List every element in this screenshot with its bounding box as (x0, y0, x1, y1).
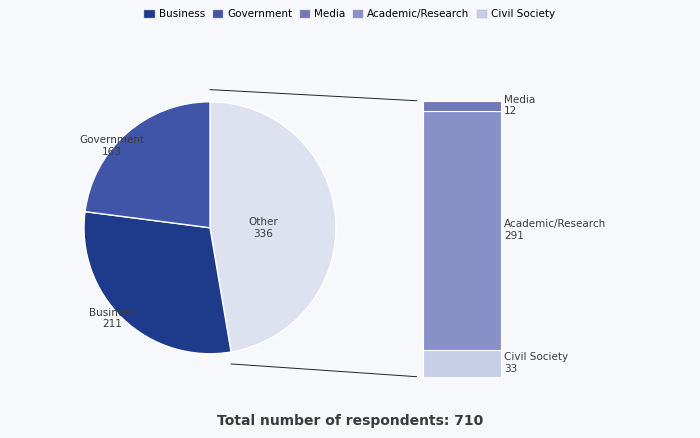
Bar (424, 111, 500, 350)
Text: Government
163: Government 163 (79, 135, 144, 157)
Wedge shape (84, 212, 231, 354)
Text: Civil Society
33: Civil Society 33 (504, 352, 568, 374)
Wedge shape (85, 102, 210, 228)
Text: Other
336: Other 336 (248, 217, 278, 239)
Text: Total number of respondents: 710: Total number of respondents: 710 (217, 414, 483, 428)
Text: Academic/Research
291: Academic/Research 291 (504, 219, 606, 241)
Bar (424, 101, 500, 111)
Text: Business
211: Business 211 (89, 307, 135, 329)
Text: Media
12: Media 12 (504, 95, 535, 117)
Bar (424, 350, 500, 377)
Wedge shape (210, 102, 336, 352)
Legend: Business, Government, Media, Academic/Research, Civil Society: Business, Government, Media, Academic/Re… (140, 5, 560, 24)
